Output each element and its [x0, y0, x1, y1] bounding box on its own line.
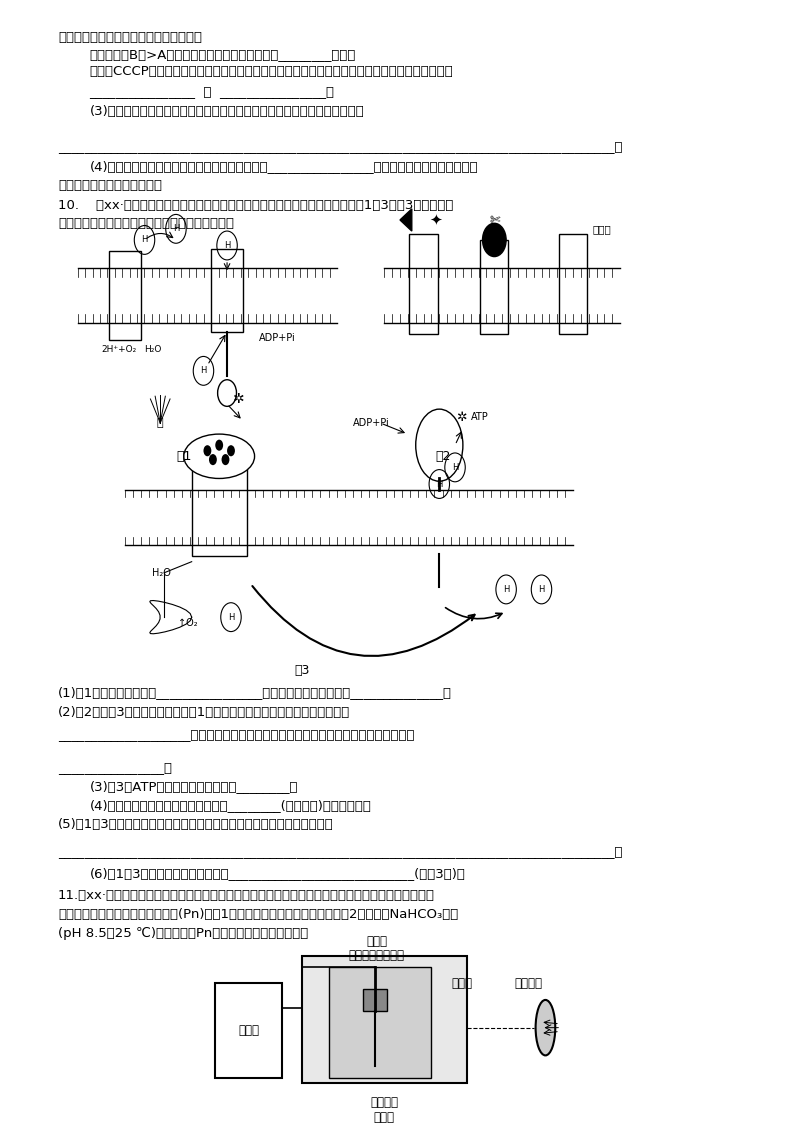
Text: 透明恒温: 透明恒温 — [370, 1097, 398, 1109]
Text: 11.（xx·江苏卷）为研究浮游藻类的光合作用，将一种绿藻培养至指数生长期，并以此为材料，测定了: 11.（xx·江苏卷）为研究浮游藻类的光合作用，将一种绿藻培养至指数生长期，并以… — [58, 889, 435, 902]
Text: H: H — [538, 585, 545, 594]
Bar — [192, 462, 246, 556]
Text: 光: 光 — [157, 418, 163, 428]
Text: 水浴套: 水浴套 — [374, 1110, 394, 1124]
Text: 图2: 图2 — [435, 449, 451, 463]
Bar — [558, 234, 587, 334]
Bar — [211, 249, 242, 332]
Text: ATP: ATP — [470, 412, 489, 422]
Text: ✲: ✲ — [456, 411, 467, 424]
Text: 2H⁺+O₂: 2H⁺+O₂ — [102, 345, 137, 354]
Text: (3)图3中ATP参与的主要生理过程是________。: (3)图3中ATP参与的主要生理过程是________。 — [90, 780, 298, 794]
Text: H: H — [224, 241, 230, 250]
Text: (pH 8.5，25 ℃)条件下测得Pn曲线图。请回答下列问题：: (pH 8.5，25 ℃)条件下测得Pn曲线图。请回答下列问题： — [58, 927, 308, 940]
Text: 藻细胞在不同条件下的净光合速度(Pn)。图1为光合放氧测定装置的示意图；图2是不同的NaHCO₃浓度: 藻细胞在不同条件下的净光合速度(Pn)。图1为光合放氧测定装置的示意图；图2是不… — [58, 908, 458, 920]
Text: ↑O₂: ↑O₂ — [178, 618, 198, 628]
Text: ________________________________________________________________________________: ________________________________________… — [58, 844, 622, 858]
Text: 记录仪: 记录仪 — [238, 1024, 259, 1037]
Text: 图1: 图1 — [176, 449, 191, 463]
Text: 细胞外: 细胞外 — [593, 224, 611, 234]
Bar — [330, 967, 431, 1078]
Text: 养莱茵衣藻，一定时间后检测产氢总量。: 养莱茵衣藻，一定时间后检测产氢总量。 — [58, 32, 202, 44]
Circle shape — [209, 454, 217, 465]
Text: H₂O: H₂O — [152, 568, 171, 577]
Text: H: H — [200, 367, 206, 376]
Circle shape — [482, 223, 506, 257]
Text: (2)图2中存在3种信号分子，但只有1种信号分子能与其受体蛋白结合，这说明: (2)图2中存在3种信号分子，但只有1种信号分子能与其受体蛋白结合，这说明 — [58, 706, 350, 719]
Text: 10.    （xx·江苏卷）生物膜系统在细胞的生命活动中发挥着极其重要的作用。图1～3表示3种生物膜结: 10. （xx·江苏卷）生物膜系统在细胞的生命活动中发挥着极其重要的作用。图1～… — [58, 199, 454, 212]
Bar — [215, 984, 282, 1078]
Circle shape — [222, 454, 230, 465]
Text: 可调光源: 可调光源 — [514, 977, 542, 989]
Text: ________________  和  ________________。: ________________ 和 ________________。 — [90, 85, 334, 97]
Text: (5)图1～3中生物膜的功能不同，从生物膜的组成成分分析，其主要原因是: (5)图1～3中生物膜的功能不同，从生物膜的组成成分分析，其主要原因是 — [58, 818, 334, 831]
Text: ________________。: ________________。 — [58, 762, 172, 774]
Text: 氧电极: 氧电极 — [366, 935, 387, 947]
Text: H: H — [228, 612, 234, 621]
Text: (3)产氢会导致莱茵衣藻生长不良，请从光合作用物质转化的角度分析其原因: (3)产氢会导致莱茵衣藻生长不良，请从光合作用物质转化的角度分析其原因 — [90, 104, 364, 118]
Text: 为探究CCCP、缺硫两种因素对莱茵衣藻产氢的影响及其相互关系，则需增设两实验组，其培养液为: 为探究CCCP、缺硫两种因素对莱茵衣藻产氢的影响及其相互关系，则需增设两实验组，… — [90, 65, 454, 78]
Circle shape — [203, 445, 211, 456]
Ellipse shape — [536, 1000, 555, 1055]
Text: 藻株以提高莱茵衣藻产氢量。: 藻株以提高莱茵衣藻产氢量。 — [58, 179, 162, 192]
Circle shape — [218, 379, 237, 406]
Bar — [410, 234, 438, 334]
Bar — [109, 251, 141, 340]
Text: 构及其所发生的部分生理过程。请回答下列问题：: 构及其所发生的部分生理过程。请回答下列问题： — [58, 216, 234, 230]
Bar — [480, 240, 509, 334]
Text: H₂O: H₂O — [145, 345, 162, 354]
Text: ADP+Pi: ADP+Pi — [258, 333, 295, 343]
Text: (4)叶肉细胞与人体肝脏细胞都具有图________(填图序号)中的膜结构。: (4)叶肉细胞与人体肝脏细胞都具有图________(填图序号)中的膜结构。 — [90, 799, 371, 812]
Bar — [363, 989, 386, 1011]
Text: 图3: 图3 — [294, 663, 310, 677]
Text: ✄: ✄ — [489, 214, 499, 226]
Ellipse shape — [184, 434, 254, 479]
Text: H: H — [436, 480, 442, 489]
Text: ________________________________________________________________________________: ________________________________________… — [58, 140, 622, 153]
Text: ✦: ✦ — [429, 213, 442, 228]
Text: 样品池: 样品池 — [451, 977, 472, 989]
Text: ADP+Pi: ADP+Pi — [353, 418, 390, 428]
Text: ____________________；若与受体蛋白结合的是促甲状腺激素释放激素，那么靶器官是: ____________________；若与受体蛋白结合的是促甲状腺激素释放激… — [58, 728, 414, 741]
Text: (1)图1表示的生理过程是________________，其主要的生理意义在于______________。: (1)图1表示的生理过程是________________，其主要的生理意义在于… — [58, 686, 452, 698]
Polygon shape — [400, 209, 412, 231]
Text: (4)在自然条件下，莱茵衣藻几乎不产氢的原因是________________，因此可通过筛选高耐氧产氢: (4)在自然条件下，莱茵衣藻几乎不产氢的原因是________________，… — [90, 160, 478, 173]
Text: H: H — [503, 585, 510, 594]
Bar — [302, 955, 467, 1083]
Text: H: H — [452, 463, 458, 472]
Text: (6)图1～3说明生物膜具有的功能有____________________________(写出3项)。: (6)图1～3说明生物膜具有的功能有______________________… — [90, 867, 466, 880]
Text: H: H — [142, 235, 148, 245]
Circle shape — [215, 439, 223, 451]
Text: （溶解氧传感器）: （溶解氧传感器） — [349, 949, 405, 962]
Ellipse shape — [416, 409, 463, 481]
Circle shape — [227, 445, 235, 456]
Text: ✲: ✲ — [233, 392, 245, 405]
Text: 实验结果：B组>A组，说明缺硫对莱茵衣藻产氢有________作用。: 实验结果：B组>A组，说明缺硫对莱茵衣藻产氢有________作用。 — [90, 48, 356, 61]
Text: H: H — [173, 224, 179, 233]
